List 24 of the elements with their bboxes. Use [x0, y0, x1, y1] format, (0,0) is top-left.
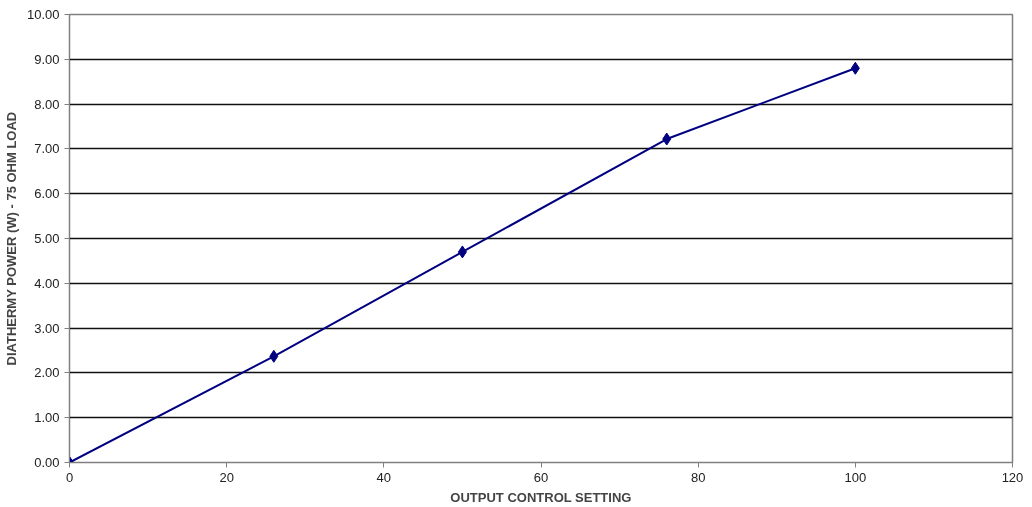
x-tick-label: 40 — [376, 469, 392, 485]
y-tick-label: 2.00 — [34, 365, 60, 381]
y-tick-label: 3.00 — [34, 320, 60, 336]
y-tick-label: 5.00 — [34, 231, 60, 246]
x-axis-title: OUTPUT CONTROL SETTING — [450, 489, 632, 505]
y-tick-label: 7.00 — [34, 141, 60, 157]
x-tick-label: 60 — [533, 469, 549, 485]
point — [850, 61, 860, 75]
y-tick-label: 4.00 — [34, 275, 60, 291]
point — [662, 132, 672, 146]
y-tick-label: 0.00 — [34, 455, 60, 470]
y-tick-label: 1.00 — [34, 410, 60, 426]
y-tick-label: 9.00 — [34, 51, 60, 67]
x-tick-label: 100 — [844, 469, 867, 485]
x-tick-label: 0 — [65, 469, 74, 485]
x-tick-label: 120 — [1001, 469, 1024, 485]
point — [269, 349, 279, 363]
y-axis-title: DIATHERMY POWER (W) - 75 OHM LOAD — [3, 111, 19, 366]
y-tick-label: 10.00 — [26, 7, 60, 22]
x-tick-label: 80 — [690, 469, 706, 485]
point — [457, 245, 467, 259]
y-tick-label: 8.00 — [34, 96, 60, 112]
x-tick-label: 20 — [219, 469, 234, 485]
y-tick-label: 6.00 — [34, 186, 60, 202]
